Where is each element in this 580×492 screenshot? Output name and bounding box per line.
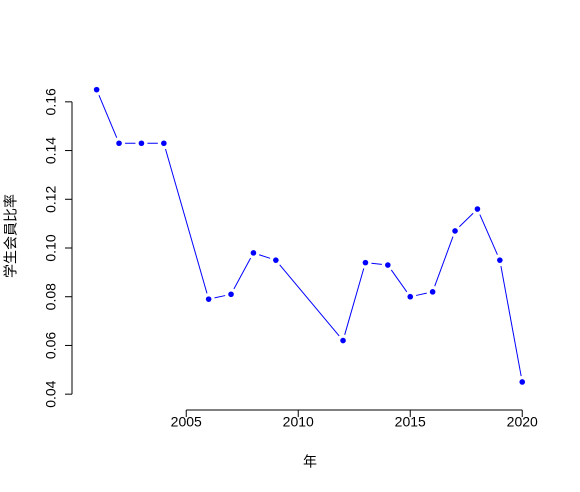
y-tick-label: 0.04 xyxy=(43,380,59,407)
line-segment xyxy=(371,262,382,265)
point xyxy=(116,140,122,147)
line-segment xyxy=(344,268,365,335)
point xyxy=(228,291,234,298)
line-segment xyxy=(279,264,340,337)
y-tick-label: 0.06 xyxy=(43,332,59,359)
point xyxy=(519,379,526,385)
y-tick-label: 0.14 xyxy=(43,137,59,164)
x-tick-label: 2005 xyxy=(171,414,202,430)
line-segment xyxy=(233,257,252,290)
point xyxy=(161,140,167,147)
line-segment xyxy=(500,265,522,377)
point xyxy=(452,228,458,234)
x-tick-label: 2010 xyxy=(283,414,314,430)
line-segment xyxy=(258,254,271,259)
x-tick-label: 2015 xyxy=(395,414,426,430)
line-segment xyxy=(214,295,226,299)
x-axis-label: 年 xyxy=(303,454,317,470)
y-tick-label: 0.10 xyxy=(43,234,59,261)
point xyxy=(273,257,279,263)
line-segment xyxy=(390,269,408,293)
point xyxy=(407,293,414,300)
y-axis-label: 学生会員比率 xyxy=(3,194,19,278)
line-segment xyxy=(98,94,118,138)
y-tick-label: 0.12 xyxy=(43,185,59,212)
y-tick-label: 0.08 xyxy=(43,283,59,310)
line-segment xyxy=(165,148,208,294)
point xyxy=(205,296,212,302)
point xyxy=(340,337,346,344)
line-segment xyxy=(479,214,498,255)
point xyxy=(429,289,436,295)
point xyxy=(362,259,369,266)
point xyxy=(474,206,481,212)
x-tick-label: 2020 xyxy=(507,414,538,430)
point xyxy=(138,140,145,147)
point xyxy=(385,262,391,268)
point xyxy=(497,257,503,263)
point xyxy=(93,86,100,93)
point xyxy=(250,250,257,256)
line-segment xyxy=(415,292,427,296)
y-tick-label: 0.16 xyxy=(43,88,59,115)
line-segment xyxy=(434,236,454,287)
line-segment xyxy=(458,212,474,228)
